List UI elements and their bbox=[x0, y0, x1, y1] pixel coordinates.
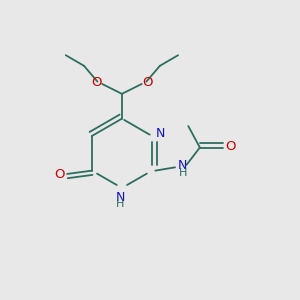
Text: N: N bbox=[178, 159, 188, 172]
Text: O: O bbox=[91, 76, 101, 89]
Text: O: O bbox=[225, 140, 236, 153]
Text: O: O bbox=[142, 76, 153, 89]
Text: H: H bbox=[178, 168, 187, 178]
Text: N: N bbox=[155, 128, 165, 140]
Text: O: O bbox=[55, 168, 65, 181]
Text: N: N bbox=[116, 191, 125, 204]
Text: H: H bbox=[116, 199, 124, 209]
